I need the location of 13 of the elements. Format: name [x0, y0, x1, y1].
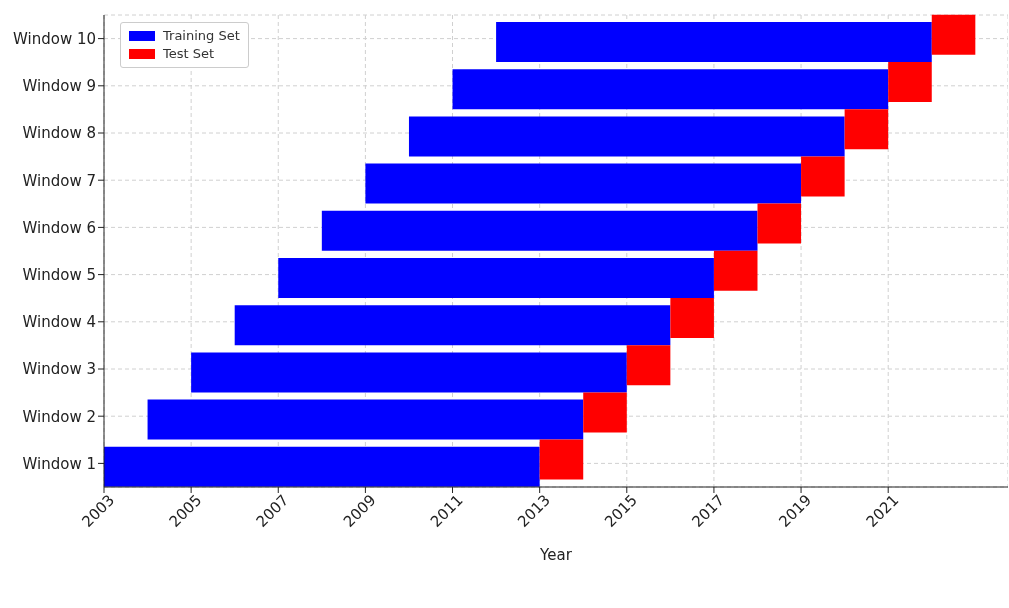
y-tick-label: Window 7 [22, 171, 96, 190]
y-tick-label: Window 9 [22, 77, 96, 96]
legend-label: Training Set [163, 27, 240, 45]
y-tick-label: Window 2 [22, 407, 96, 426]
y-tick-label: Window 10 [13, 29, 96, 48]
y-tick-label: Window 1 [22, 454, 96, 473]
y-tick-label: Window 8 [22, 124, 96, 143]
x-axis-title: Year [539, 546, 573, 564]
legend-label: Test Set [163, 45, 215, 63]
y-tick-label: Window 6 [22, 218, 96, 237]
y-tick-label: Window 3 [22, 360, 96, 379]
y-tick-label: Window 5 [22, 265, 96, 284]
y-tick-label: Window 4 [22, 313, 96, 332]
